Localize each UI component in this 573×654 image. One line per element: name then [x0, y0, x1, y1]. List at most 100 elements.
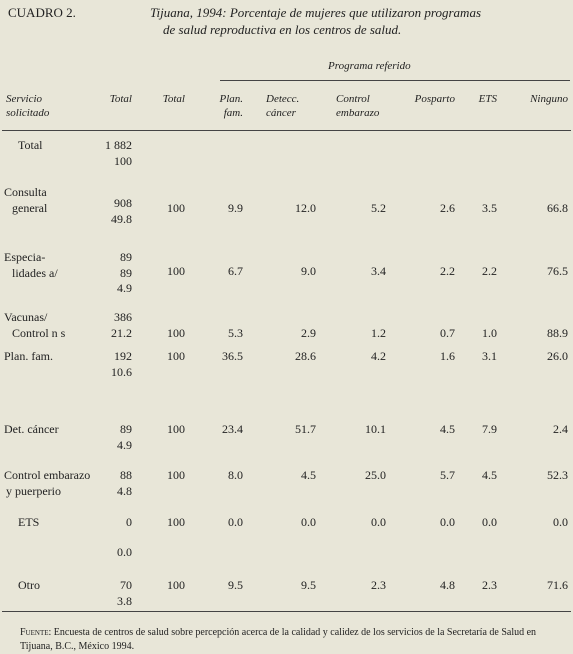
cell: 9.9: [228, 201, 243, 215]
cell: 51.7: [295, 422, 316, 436]
column-header: Detecc.: [266, 93, 300, 105]
cell: 4.9: [117, 437, 132, 452]
cell: 0.0: [228, 515, 243, 529]
cell: 100: [167, 578, 185, 592]
source-note: Fuente: Encuesta de centros de salud sob…: [20, 626, 570, 654]
cell: 0.0: [301, 515, 316, 529]
cell: 0.7: [440, 326, 455, 340]
cell: 100: [167, 468, 185, 482]
row-label: Vacunas/: [4, 310, 48, 324]
cell: 2.3: [482, 578, 497, 592]
cell: 4.9: [117, 281, 132, 295]
cell: 36.5: [222, 349, 243, 363]
row-label: Control n s: [12, 325, 66, 340]
row-label: y puerperio: [6, 483, 61, 498]
table-label: CUADRO 2.: [8, 5, 76, 20]
cell: 10.1: [365, 422, 386, 436]
cell: 26.0: [547, 349, 568, 363]
row-label: lidades a/: [12, 265, 58, 280]
cell: 2.9: [301, 326, 316, 340]
rule: [220, 80, 570, 81]
cell: 2.4: [553, 422, 568, 436]
row-label: Especia-: [4, 250, 46, 264]
cell: 908: [114, 196, 132, 210]
cell: 66.8: [547, 201, 568, 215]
cell: 3.1: [482, 349, 497, 363]
column-header: ETS: [478, 93, 497, 105]
cell: 8.0: [228, 468, 243, 482]
cell: 7.9: [482, 422, 497, 436]
cell: 100: [167, 349, 185, 363]
column-header: solicitado: [6, 107, 50, 119]
cell: 9.0: [301, 264, 316, 278]
column-header: embarazo: [336, 107, 380, 119]
cell: 76.5: [547, 264, 568, 278]
cell: 4.5: [482, 468, 497, 482]
cell: 3.8: [117, 593, 132, 608]
cell: 2.2: [482, 264, 497, 278]
cell: 89: [120, 422, 132, 436]
cell: 4.8: [440, 578, 455, 592]
cell: 88: [120, 468, 132, 482]
cell: 6.7: [228, 264, 243, 278]
table-title: de salud reproductiva en los centros de …: [163, 22, 402, 37]
cell: 70: [120, 578, 132, 592]
cell: 3.5: [482, 201, 497, 215]
cell: 2.2: [440, 264, 455, 278]
column-header: Posparto: [414, 93, 455, 105]
cell: 71.6: [547, 578, 568, 592]
cell: 4.5: [301, 468, 316, 482]
column-header: Control: [336, 93, 370, 105]
source-text: Encuesta de centros de salud sobre perce…: [20, 627, 537, 652]
row-label: Total: [18, 138, 43, 152]
cell: 1.0: [482, 326, 497, 340]
cell: 10.6: [111, 364, 132, 379]
cell: 0.0: [371, 515, 386, 529]
cell: 100: [167, 264, 185, 278]
cell: 88.9: [547, 326, 568, 340]
cell: 5.2: [371, 201, 386, 215]
cell: 89: [120, 265, 132, 280]
cell: 100: [167, 326, 185, 340]
cell: 100: [114, 153, 132, 168]
cell: 386: [114, 310, 132, 324]
cell: 12.0: [295, 201, 316, 215]
cell: 2.6: [440, 201, 455, 215]
cell: 0.0: [482, 515, 497, 529]
cell: 49.8: [111, 211, 132, 226]
column-header: cáncer: [266, 107, 296, 119]
cell: 100: [167, 422, 185, 436]
row-label: Plan. fam.: [4, 349, 53, 363]
cell: 0.0: [117, 545, 132, 559]
cell: 100: [167, 515, 185, 529]
rule: [2, 611, 571, 612]
cell: 9.5: [301, 578, 316, 592]
cell: 23.4: [222, 422, 243, 436]
column-header: Servicio: [6, 93, 43, 105]
rule: [2, 130, 571, 131]
cell: 28.6: [295, 349, 316, 363]
column-header: Ninguno: [530, 93, 568, 105]
cell: 4.5: [440, 422, 455, 436]
cell: 3.4: [371, 264, 386, 278]
column-header: Total: [109, 93, 132, 105]
cell: 5.3: [228, 326, 243, 340]
row-label: Control embarazo: [4, 468, 91, 482]
cell: 1.2: [371, 326, 386, 340]
cell: 4.2: [371, 349, 386, 363]
row-label: ETS: [18, 515, 40, 529]
table-title: Tijuana, 1994: Porcentaje de mujeres que…: [150, 5, 481, 20]
cell: 0.0: [440, 515, 455, 529]
column-header: Plan.: [219, 93, 243, 105]
row-label: Consulta: [4, 185, 47, 199]
cell: 2.3: [371, 578, 386, 592]
cell: 89: [120, 250, 132, 264]
column-header: Total: [162, 93, 185, 105]
cell: 100: [167, 201, 185, 215]
cell: 52.3: [547, 468, 568, 482]
cell: 0.0: [553, 515, 568, 529]
column-group-header: Programa referido: [328, 60, 411, 72]
row-label: Otro: [18, 578, 40, 592]
cell: 9.5: [228, 578, 243, 592]
